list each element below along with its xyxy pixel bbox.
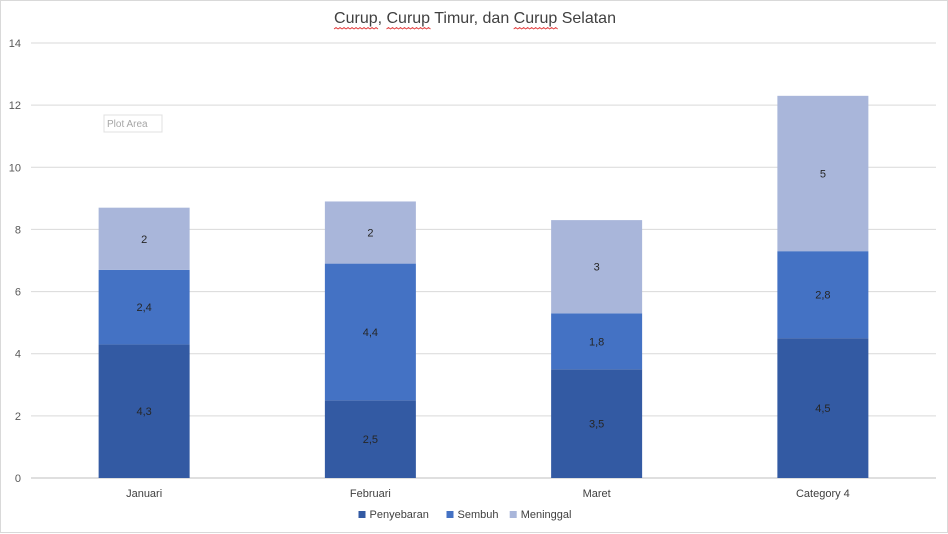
bar-sembuh-0[interactable]	[98, 269, 190, 345]
data-label: 2	[141, 234, 147, 246]
spellcheck-squiggle	[386, 27, 431, 30]
data-label: 4,3	[136, 406, 151, 418]
bar-penyebaran-0[interactable]	[98, 344, 190, 478]
data-label: 5	[820, 169, 826, 181]
category-label: Januari	[126, 488, 162, 500]
legend-label-penyebaran[interactable]: Penyebaran	[370, 509, 429, 521]
y-tick-label: 12	[9, 100, 21, 112]
plot-area-tooltip-text: Plot Area	[107, 119, 148, 130]
data-label: 3,5	[589, 419, 604, 431]
spellcheck-squiggle	[513, 27, 558, 30]
data-label: 4,4	[363, 327, 378, 339]
bar-meninggal-0[interactable]	[98, 207, 190, 270]
y-tick-label: 10	[9, 162, 21, 174]
category-label: Maret	[583, 488, 611, 500]
bar-sembuh-3[interactable]	[777, 251, 869, 339]
legend-label-sembuh[interactable]: Sembuh	[458, 509, 499, 521]
data-label: 3	[594, 262, 600, 274]
data-label: 4,5	[815, 403, 830, 415]
y-tick-label: 8	[15, 224, 21, 236]
spellcheck-underlines	[333, 27, 558, 30]
x-axis-labels: Januari Februari Maret Category 4	[126, 488, 850, 500]
y-tick-label: 0	[15, 473, 21, 485]
category-label: Category 4	[796, 488, 850, 500]
bar-meninggal-3[interactable]	[777, 95, 869, 252]
plot-area-tooltip: Plot Area	[103, 114, 163, 133]
y-tick-label: 14	[9, 38, 21, 50]
category-label: Februari	[350, 488, 391, 500]
legend-swatch-sembuh	[446, 511, 454, 518]
bar-penyebaran-3[interactable]	[777, 338, 869, 478]
data-label: 2,8	[815, 290, 830, 302]
bar-meninggal-2[interactable]	[551, 220, 643, 314]
spellcheck-squiggle	[333, 27, 379, 30]
y-axis-ticks: 0 2 4 6 8 10 12 14	[9, 38, 21, 485]
legend-swatch-meninggal	[509, 511, 517, 518]
y-tick-label: 2	[15, 411, 21, 423]
bar-penyebaran-1[interactable]	[324, 400, 416, 478]
bar-penyebaran-2[interactable]	[551, 369, 643, 478]
legend-label-meninggal[interactable]: Meninggal	[521, 509, 572, 521]
bars	[98, 95, 869, 478]
data-label: 1,8	[589, 336, 604, 348]
data-label: 2,4	[136, 302, 151, 314]
y-tick-label: 6	[15, 287, 21, 299]
chart-title[interactable]: Curup, Curup Timur, dan Curup Selatan	[334, 10, 616, 27]
data-label: 2,5	[363, 434, 378, 446]
y-tick-label: 4	[15, 349, 21, 361]
data-labels: 4,3 2,4 2 2,5 4,4 2 3,5 1,8 3 4,5 2,8 5	[136, 169, 830, 447]
bar-sembuh-2[interactable]	[551, 313, 643, 370]
data-label: 2	[367, 228, 373, 240]
bar-meninggal-1[interactable]	[324, 201, 416, 264]
legend-swatch-penyebaran	[358, 511, 366, 518]
bar-sembuh-1[interactable]	[324, 263, 416, 401]
legend[interactable]: Penyebaran Sembuh Meninggal	[358, 509, 572, 521]
